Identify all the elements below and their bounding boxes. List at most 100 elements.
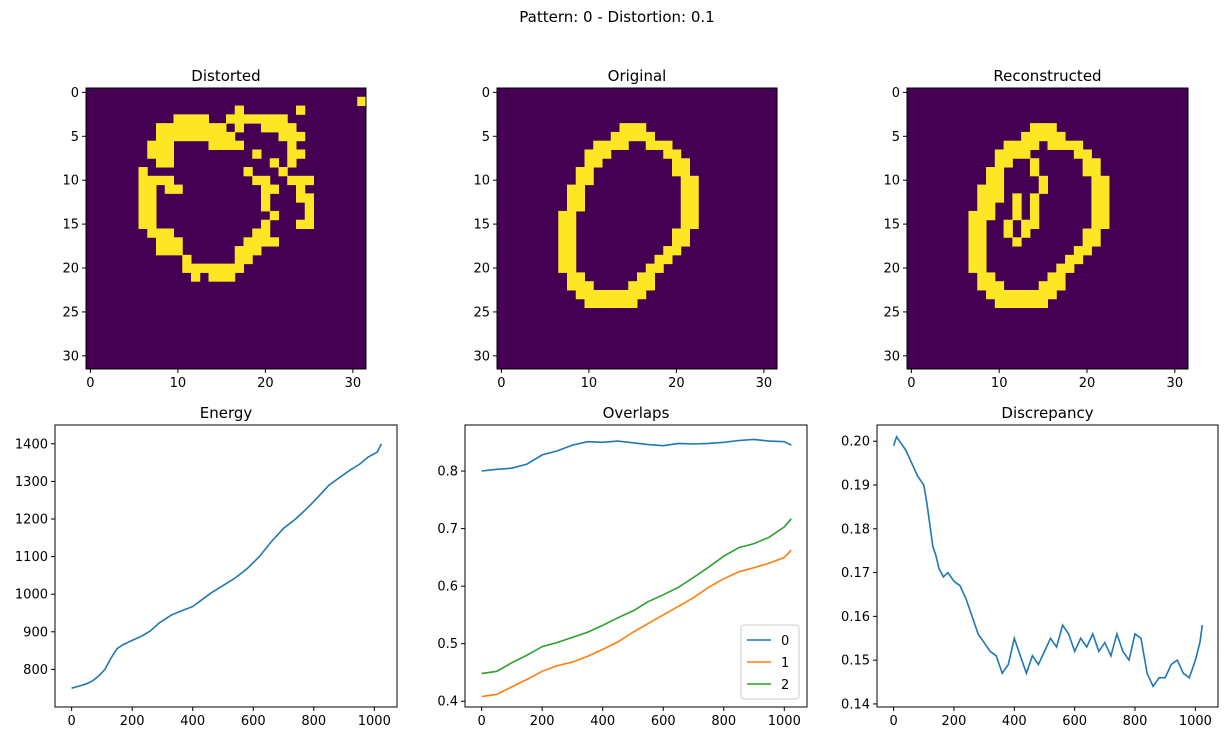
y-tick-label: 0.17 (841, 566, 870, 581)
heatmap-cell (1029, 131, 1040, 142)
heatmap-cell (1003, 228, 1013, 238)
heatmap-cell (147, 175, 157, 186)
heatmap-cell (226, 131, 236, 142)
x-tick-label: 0 (889, 714, 897, 729)
heatmap-cell (567, 193, 577, 203)
heatmap-cell (1029, 210, 1040, 221)
heatmap-cell (1091, 219, 1101, 229)
heatmap-cell (1056, 131, 1066, 142)
heatmap-cell (252, 175, 262, 186)
heatmap-cell (968, 246, 978, 256)
heatmap-cell (584, 158, 594, 168)
heatmap-cell (645, 140, 655, 150)
y-tick-label: 5 (892, 130, 900, 145)
heatmap-cell (164, 175, 174, 186)
heatmap-cell (645, 281, 655, 291)
heatmap-cell (1021, 140, 1031, 150)
x-tick-label: 20 (668, 376, 685, 391)
heatmap-cell (234, 246, 244, 256)
heatmap-cell (575, 167, 585, 177)
y-tick-label: 10 (883, 174, 900, 189)
heatmap-cell (986, 167, 996, 177)
heatmap-cell (986, 289, 996, 300)
heatmap-cell (1003, 140, 1013, 150)
heatmap-cell (164, 237, 174, 247)
heatmap-cell (994, 175, 1005, 186)
heatmap-cell (173, 184, 183, 194)
y-tick-label: 0 (482, 86, 490, 101)
heatmap-cell (243, 254, 253, 265)
heatmap-cell (1012, 289, 1022, 300)
panel-title: Discrepancy (1001, 404, 1093, 422)
heatmap-cell (164, 149, 174, 159)
y-tick-label: 1100 (15, 550, 48, 565)
heatmap-cell (164, 158, 174, 168)
heatmap-cell (1047, 281, 1057, 291)
series-line-0 (481, 438, 792, 472)
heatmap-cell (567, 246, 577, 256)
y-tick-label: 5 (482, 130, 490, 145)
heatmap-cell (689, 202, 699, 212)
y-tick-label: 5 (71, 130, 79, 145)
heatmap-cell (645, 131, 655, 142)
x-tick-label: 1000 (1179, 714, 1212, 729)
heatmap-cell (968, 237, 978, 247)
heatmap-cell (296, 175, 306, 186)
heatmap-cell (994, 158, 1005, 168)
heatmap-cell (637, 281, 647, 291)
heatmap-cell (1021, 228, 1031, 238)
heatmap-cell (156, 246, 166, 256)
heatmap-cell (269, 158, 279, 168)
heatmap-cell (1029, 289, 1040, 300)
heatmap-cell (261, 237, 271, 247)
heatmap-cell (575, 175, 585, 186)
heatmap-cell (261, 123, 271, 133)
heatmap-cell (1073, 254, 1084, 265)
y-tick-label: 0.4 (437, 695, 458, 710)
heatmap-cell (977, 246, 987, 256)
axes-frame (496, 87, 778, 370)
x-tick-label: 800 (301, 714, 326, 729)
panel-energy: 0 200 400 600 800 1000 800 900 1000 1100 1200 1300 1… (15, 404, 398, 729)
heatmap-cell (278, 131, 288, 142)
heatmap-cell (637, 289, 647, 300)
heatmap-cell (986, 175, 996, 186)
heatmap-cell (1100, 219, 1110, 229)
heatmap-cell (619, 123, 629, 133)
heatmap-cell (208, 140, 218, 150)
heatmap-cell (977, 272, 987, 282)
x-tick-label: 800 (711, 714, 736, 729)
heatmap-cell (252, 246, 262, 256)
heatmap-cell (261, 228, 271, 238)
y-tick-label: 25 (473, 305, 490, 320)
y-tick-label: 0.18 (841, 522, 870, 537)
heatmap-cell (296, 184, 306, 194)
heatmap-cell (994, 281, 1005, 291)
heatmap-cell (278, 123, 288, 133)
heatmap-cell (287, 158, 297, 168)
heatmap-cell (261, 184, 271, 194)
heatmap-cell (147, 202, 157, 212)
heatmap-cell (994, 184, 1005, 194)
heatmap-cell (689, 193, 699, 203)
x-tick-label: 0 (68, 714, 76, 729)
heatmap-cell (628, 289, 638, 300)
heatmap-cell (164, 228, 174, 238)
heatmap-cell (199, 114, 209, 124)
y-tick-label: 0 (892, 86, 900, 101)
heatmap-cell (1065, 140, 1075, 150)
heatmap-cell (1082, 246, 1092, 256)
legend-label: 1 (781, 656, 789, 671)
heatmap-cell (680, 167, 690, 177)
heatmap-cell (602, 140, 612, 150)
heatmap-cell (1073, 140, 1084, 150)
heatmap-cell (269, 210, 279, 221)
heatmap-cell (1038, 123, 1048, 133)
heatmap-cell (304, 210, 314, 221)
x-tick-label: 600 (651, 714, 676, 729)
heatmap-cell (1091, 158, 1101, 168)
y-tick-label: 0.14 (841, 697, 870, 712)
heatmap-cell (593, 298, 603, 309)
heatmap-cell (199, 131, 209, 142)
y-tick-label: 0.6 (437, 580, 458, 595)
